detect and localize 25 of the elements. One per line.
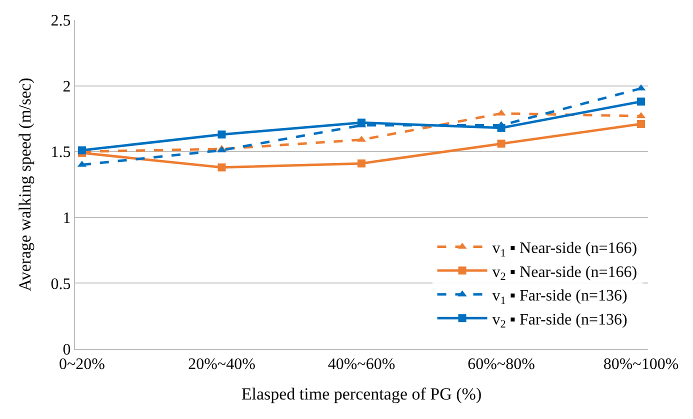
point [497, 124, 506, 132]
point [358, 159, 366, 168]
y-tick-label: 0.5 [50, 276, 71, 293]
x-tick-label: 0~20% [59, 356, 105, 374]
point [218, 130, 226, 138]
point [637, 98, 646, 106]
y-axis-title: Average walking speed (m/sec) [15, 78, 34, 292]
point [358, 118, 366, 127]
x-tick-label: 20%~40% [188, 356, 256, 374]
legend-label: v$_{1}$ ▪ Far-side (n=136) [492, 288, 628, 307]
x-tick-label: 40%~60% [328, 356, 396, 374]
x-axis-title: Elasped time percentage of PG (%) [241, 384, 482, 404]
legend-label: v$_{2}$ ▪ Far-side (n=136) [492, 311, 628, 331]
y-tick-label: 2 [62, 78, 71, 96]
y-tick-label: 2.5 [50, 12, 71, 30]
y-tick-label: 0 [62, 342, 71, 359]
x-tick-label: 60%~80% [468, 356, 535, 374]
point [497, 140, 506, 148]
legend-label: v$_{1}$ ▪ Near-side (n=166) [492, 240, 638, 260]
x-tick-label: 80%~100% [603, 356, 679, 374]
point [218, 163, 226, 172]
y-tick-label: 1.5 [50, 144, 71, 162]
legend-label: v$_{2}$ ▪ Near-side (n=166) [492, 264, 638, 284]
y-tick-label: 1 [62, 210, 71, 227]
point [637, 120, 646, 128]
